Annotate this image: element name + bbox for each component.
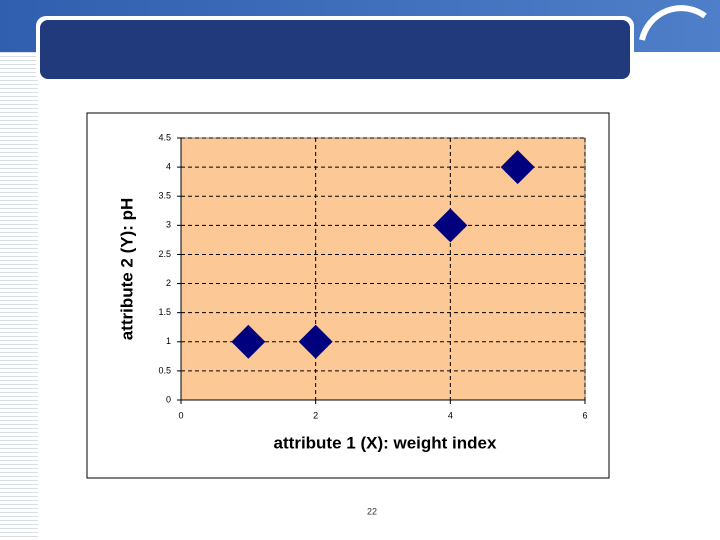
marker bbox=[231, 324, 266, 359]
marker bbox=[298, 324, 333, 359]
y-tick-label: 0.5 bbox=[158, 365, 171, 375]
marker bbox=[433, 208, 468, 243]
slide-number: 22 bbox=[367, 506, 377, 516]
y-tick-label: 4.5 bbox=[158, 132, 171, 142]
y-tick-label: 3 bbox=[166, 220, 171, 230]
marker bbox=[500, 150, 535, 185]
title-box bbox=[40, 20, 630, 79]
y-tick-label: 4 bbox=[166, 161, 171, 171]
y-tick-label: 2.5 bbox=[158, 249, 171, 259]
y-tick-label: 1 bbox=[166, 336, 171, 346]
chart: 0 0.5 1 1.5 2 2.5 3 3.5 4 4.5 0 2 4 6 attribute 1 (X):… bbox=[117, 132, 587, 452]
y-tick-label: 0 bbox=[166, 394, 171, 404]
corner-arc bbox=[639, 5, 707, 41]
y-tick-label: 2 bbox=[166, 278, 171, 288]
x-axis-label: attribute 1 (X): weight index bbox=[274, 433, 497, 452]
x-tick-label: 4 bbox=[448, 410, 453, 420]
x-tick-label: 0 bbox=[178, 410, 183, 420]
x-tick-label: 2 bbox=[313, 410, 318, 420]
y-tick-label: 1.5 bbox=[158, 307, 171, 317]
y-tick-label: 3.5 bbox=[158, 191, 171, 201]
side-stripes bbox=[0, 52, 38, 540]
y-axis-label: attribute 2 (Y): pH bbox=[117, 198, 136, 341]
x-tick-label: 6 bbox=[582, 410, 587, 420]
